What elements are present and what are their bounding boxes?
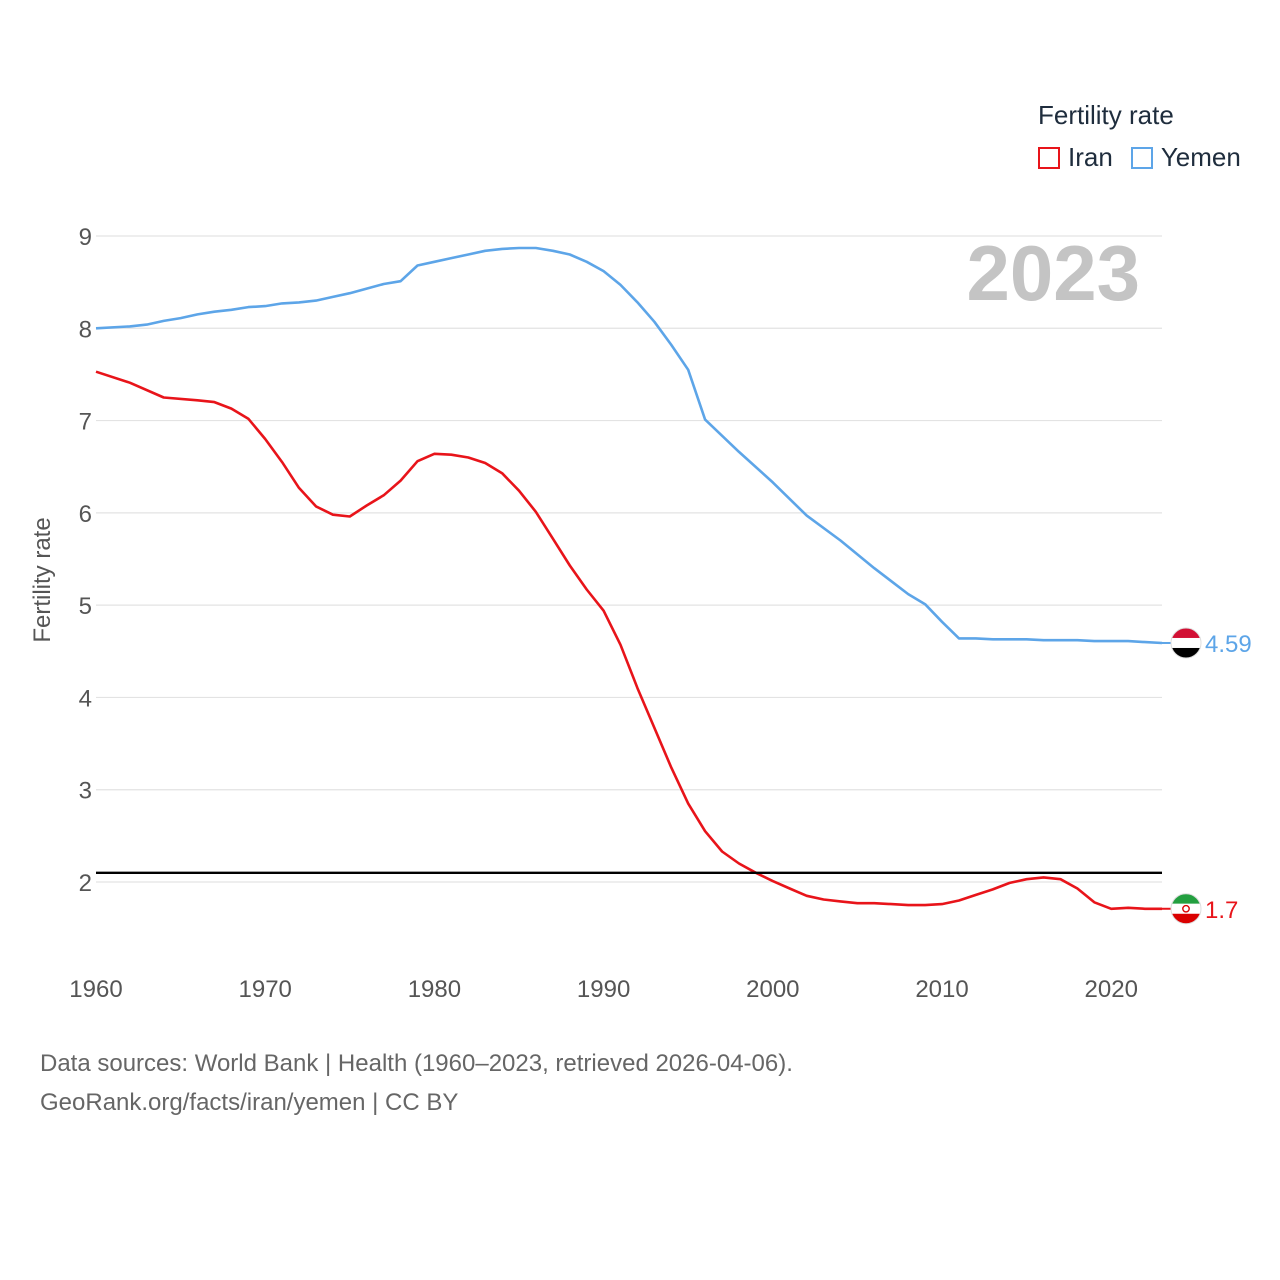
legend-swatch-yemen [1130,146,1153,169]
legend-swatch-iran [1038,146,1060,169]
legend-title: Fertility rate [1038,100,1174,130]
y-tick-label-5: 5 [79,593,92,620]
end-label-iran: 1.7 [1205,897,1238,924]
legend-label-iran: Iran [1068,142,1113,172]
source-link[interactable]: GeoRank.org/facts/iran/yemen | CC BY [40,1089,459,1116]
y-tick-label-2: 2 [79,870,92,897]
x-tick-label-2000: 2000 [746,976,799,1003]
flag-icon-yemen [1170,627,1202,659]
y-tick-label-4: 4 [79,685,92,712]
x-tick-label-2020: 2020 [1085,976,1138,1003]
legend-item-iran[interactable]: Iran [1038,142,1113,173]
x-tick-label-2010: 2010 [915,976,968,1003]
legend-label-yemen: Yemen [1160,142,1241,172]
flag-icon-iran [1170,893,1202,925]
y-tick-label-3: 3 [79,778,92,805]
data-sources: Data sources: World Bank | Health (1960–… [40,1050,793,1077]
legend: Iran Yemen [1038,142,1259,173]
y-tick-label-8: 8 [79,316,92,343]
y-axis-label: Fertility rate [29,517,56,642]
y-tick-label-6: 6 [79,501,92,528]
x-tick-label-1960: 1960 [69,976,122,1003]
footer: Data sources: World Bank | Health (1960–… [40,1044,793,1122]
end-label-yemen: 4.59 [1205,631,1252,658]
x-tick-label-1970: 1970 [239,976,292,1003]
y-tick-label-7: 7 [79,409,92,436]
year-label: 2023 [966,229,1140,317]
y-tick-label-9: 9 [79,224,92,251]
x-tick-label-1990: 1990 [577,976,630,1003]
series-line-iran [95,370,1162,911]
legend-item-yemen[interactable]: Yemen [1130,142,1241,173]
x-tick-label-1980: 1980 [408,976,461,1003]
series-line-yemen [95,246,1163,645]
